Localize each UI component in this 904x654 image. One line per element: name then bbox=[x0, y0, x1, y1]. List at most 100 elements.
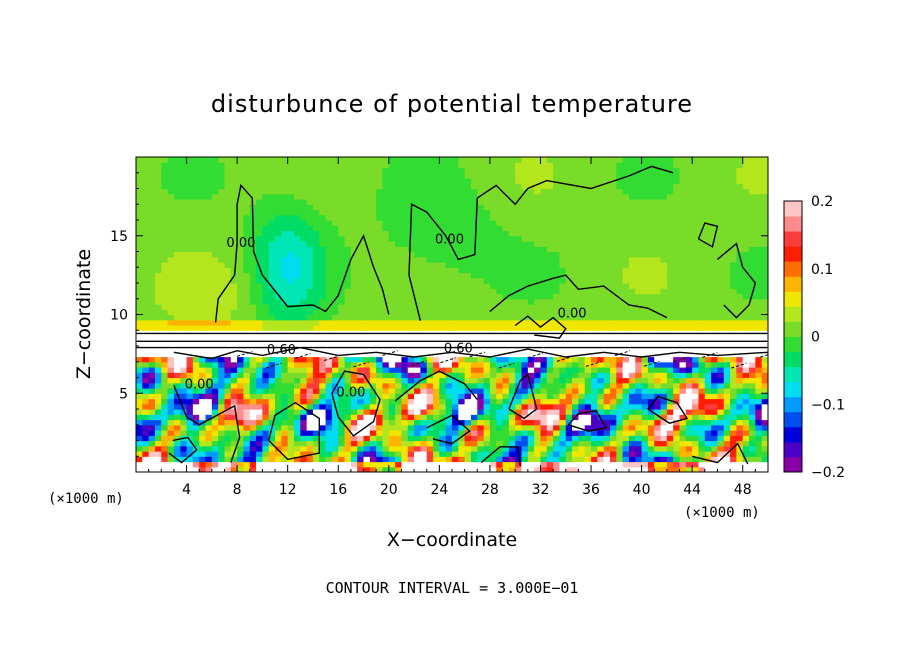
heatmap-cell bbox=[565, 356, 573, 363]
heatmap-cell bbox=[294, 298, 301, 305]
heatmap-cell bbox=[294, 445, 301, 452]
heatmap-cell bbox=[249, 388, 257, 394]
heatmap-cell bbox=[199, 288, 207, 295]
heatmap-cell bbox=[635, 351, 643, 358]
heatmap-cell bbox=[350, 193, 358, 200]
heatmap-cell bbox=[470, 298, 478, 305]
heatmap-cell bbox=[628, 157, 636, 163]
heatmap-cell bbox=[294, 393, 301, 400]
heatmap-cell bbox=[603, 277, 611, 284]
heatmap-cell bbox=[641, 183, 649, 190]
heatmap-cell bbox=[256, 309, 263, 316]
heatmap-cell bbox=[597, 451, 605, 457]
heatmap-cell bbox=[300, 361, 308, 368]
heatmap-cell bbox=[173, 340, 181, 347]
heatmap-cell bbox=[483, 199, 491, 205]
heatmap-cell bbox=[382, 262, 390, 268]
heatmap-cell bbox=[635, 183, 643, 190]
heatmap-cell bbox=[300, 314, 308, 321]
heatmap-cell bbox=[527, 314, 535, 321]
heatmap-cell bbox=[350, 456, 358, 463]
heatmap-cell bbox=[306, 361, 314, 368]
heatmap-cell bbox=[142, 235, 150, 242]
heatmap-cell bbox=[294, 304, 301, 310]
heatmap-cell bbox=[281, 251, 289, 258]
heatmap-cell bbox=[628, 172, 636, 179]
heatmap-cell bbox=[312, 346, 320, 352]
heatmap-cell bbox=[489, 220, 497, 226]
heatmap-cell bbox=[319, 298, 327, 305]
heatmap-cell bbox=[262, 356, 270, 363]
heatmap-cell bbox=[407, 440, 415, 447]
heatmap-cell bbox=[540, 256, 548, 263]
heatmap-cell bbox=[553, 183, 561, 190]
heatmap-cell bbox=[382, 314, 390, 321]
heatmap-cell bbox=[357, 430, 365, 436]
heatmap-cell bbox=[224, 220, 232, 226]
heatmap-cell bbox=[199, 293, 207, 300]
heatmap-cell bbox=[470, 241, 478, 247]
heatmap-cell bbox=[654, 162, 662, 169]
heatmap-cell bbox=[540, 466, 548, 472]
heatmap-cell bbox=[376, 424, 384, 431]
heatmap-cell bbox=[426, 419, 434, 426]
heatmap-cell bbox=[515, 272, 523, 279]
heatmap-cell bbox=[622, 241, 630, 247]
heatmap-cell bbox=[192, 220, 200, 226]
heatmap-cell bbox=[167, 199, 175, 205]
heatmap-cell bbox=[527, 298, 535, 305]
heatmap-cell bbox=[458, 309, 466, 316]
heatmap-cell bbox=[142, 283, 150, 289]
heatmap-cell bbox=[350, 356, 358, 363]
heatmap-cell bbox=[376, 256, 384, 263]
heatmap-cell bbox=[502, 298, 510, 305]
heatmap-cell bbox=[572, 325, 579, 331]
heatmap-cell bbox=[148, 430, 156, 436]
heatmap-cell bbox=[433, 220, 440, 226]
heatmap-cell bbox=[515, 298, 523, 305]
heatmap-cell bbox=[647, 414, 655, 421]
heatmap-cell bbox=[603, 440, 611, 447]
heatmap-cell bbox=[237, 377, 245, 384]
heatmap-cell bbox=[420, 356, 428, 363]
heatmap-cell bbox=[243, 372, 251, 379]
heatmap-cell bbox=[357, 424, 365, 431]
heatmap-cell bbox=[161, 277, 169, 284]
heatmap-cell bbox=[546, 377, 554, 384]
heatmap-cell bbox=[610, 340, 617, 347]
heatmap-cell bbox=[401, 188, 409, 195]
heatmap-cell bbox=[142, 335, 150, 342]
heatmap-cell bbox=[243, 209, 251, 216]
heatmap-cell bbox=[641, 204, 649, 211]
heatmap-cell bbox=[477, 309, 485, 316]
heatmap-cell bbox=[192, 304, 200, 310]
heatmap-cell bbox=[527, 235, 535, 242]
heatmap-cell bbox=[521, 409, 529, 415]
heatmap-cell bbox=[477, 424, 485, 431]
heatmap-cell bbox=[527, 251, 535, 258]
heatmap-cell bbox=[616, 272, 624, 279]
heatmap-cell bbox=[540, 361, 548, 368]
heatmap-cell bbox=[344, 403, 352, 410]
heatmap-cell bbox=[603, 456, 611, 463]
heatmap-cell bbox=[275, 325, 282, 331]
heatmap-cell bbox=[224, 162, 232, 169]
heatmap-cell bbox=[572, 298, 579, 305]
heatmap-cell bbox=[660, 419, 668, 426]
heatmap-cell bbox=[426, 178, 434, 184]
heatmap-cell bbox=[622, 267, 630, 274]
heatmap-cell bbox=[243, 440, 251, 447]
heatmap-cell bbox=[565, 230, 573, 237]
heatmap-cell bbox=[489, 288, 497, 295]
heatmap-cell bbox=[294, 225, 301, 232]
heatmap-cell bbox=[256, 445, 263, 452]
heatmap-cell bbox=[572, 293, 579, 300]
heatmap-cell bbox=[294, 309, 301, 316]
heatmap-cell bbox=[136, 377, 143, 384]
heatmap-cell bbox=[186, 241, 194, 247]
heatmap-cell bbox=[565, 188, 573, 195]
heatmap-cell bbox=[616, 361, 624, 368]
heatmap-cell bbox=[186, 325, 194, 331]
heatmap-cell bbox=[319, 262, 327, 268]
heatmap-cell bbox=[357, 393, 365, 400]
